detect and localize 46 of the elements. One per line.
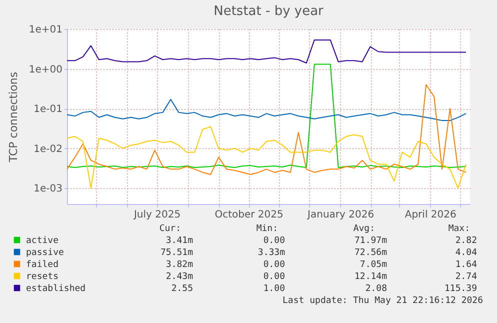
- y-axis-title: TCP connections: [6, 72, 20, 164]
- text: 7.05m: [360, 260, 387, 270]
- text: 115.39: [444, 284, 477, 294]
- text: 1.64: [455, 260, 477, 270]
- text: 71.97m: [354, 236, 387, 246]
- text: Max:: [448, 224, 470, 234]
- text: 2.08: [365, 284, 387, 294]
- x-tick-label: April 2026: [404, 210, 456, 220]
- text: 0.00: [263, 272, 285, 282]
- text: 12.14m: [354, 272, 387, 282]
- text: 2.55: [171, 284, 193, 294]
- legend-label: passive: [26, 248, 64, 258]
- x-tick-label: July 2025: [132, 210, 181, 220]
- text: 3.82m: [166, 260, 193, 270]
- legend-label: failed: [26, 260, 59, 270]
- text: 3.33m: [258, 248, 285, 258]
- text: 2.43m: [166, 272, 193, 282]
- text: 2.82: [455, 236, 477, 246]
- line-series: [67, 64, 467, 168]
- y-tick-label: 1e-01: [34, 104, 62, 116]
- text: Cur:: [159, 224, 181, 234]
- legend-label: established: [26, 284, 86, 294]
- text: 1.00: [263, 284, 285, 294]
- text: 2.74: [455, 272, 477, 282]
- legend-label: active: [26, 236, 59, 246]
- line-series: [67, 84, 467, 176]
- text: 0.00: [263, 236, 285, 246]
- text: Last update: Thu May 21 22:16:12 2026: [282, 296, 483, 306]
- text: 0.00: [263, 260, 285, 270]
- text: Avg:: [353, 224, 375, 234]
- line-series: [67, 126, 467, 189]
- line-series: [67, 98, 467, 122]
- text: 72.56m: [354, 248, 387, 258]
- text: 4.04: [455, 248, 477, 258]
- legend-label: resets: [26, 272, 59, 282]
- text: 3.41m: [166, 236, 193, 246]
- x-tick-label: October 2025: [214, 210, 284, 220]
- chart-title: Netstat - by year: [214, 4, 324, 19]
- y-tick-label: 1e+01: [28, 24, 62, 36]
- text: Min:: [256, 224, 278, 234]
- y-tick-label: 1e+00: [28, 64, 62, 76]
- x-tick-label: January 2026: [306, 210, 374, 220]
- y-tick-label: 1e-03: [34, 184, 62, 195]
- text: 75.51m: [160, 248, 193, 258]
- line-series: [67, 39, 467, 64]
- y-tick-label: 1e-02: [34, 144, 62, 155]
